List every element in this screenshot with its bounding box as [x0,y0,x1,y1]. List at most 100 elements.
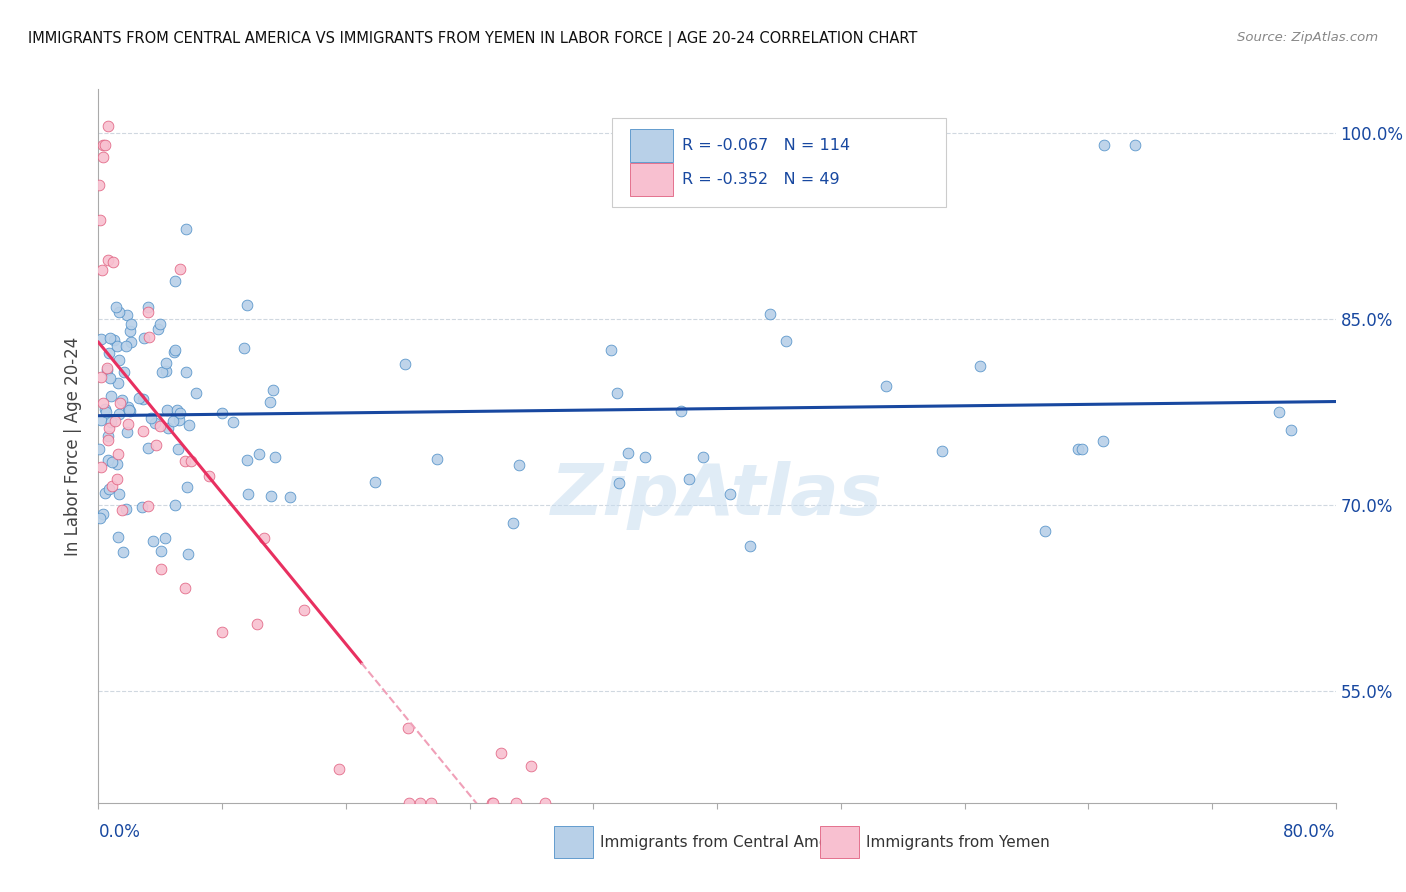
Point [167,442,190,456]
Point [118,324,141,338]
Point [120,317,142,331]
Point [132,392,155,406]
Point [169,406,191,420]
Point [233,342,256,356]
Point [141,411,163,425]
Point [153,531,176,545]
Point [100,455,122,469]
Point [93,138,115,153]
Point [132,424,155,438]
FancyBboxPatch shape [554,826,593,858]
Point [505,796,527,810]
Point [253,531,276,545]
Point [111,392,134,407]
Point [90,370,112,384]
Point [101,478,124,492]
Point [91,263,114,277]
Point [166,403,188,417]
Point [875,379,897,393]
Point [1268,404,1291,418]
Point [91,507,114,521]
Text: 80.0%: 80.0% [1284,822,1336,840]
Point [146,322,169,336]
Point [775,334,797,349]
Point [165,343,187,357]
Text: Source: ZipAtlas.com: Source: ZipAtlas.com [1237,31,1378,45]
Point [100,389,122,403]
Point [599,343,621,358]
Point [149,419,172,434]
Point [91,138,114,153]
Point [177,548,200,562]
Text: 0.0%: 0.0% [98,822,141,840]
Point [112,365,135,379]
Point [104,414,127,428]
Point [534,796,557,810]
Point [211,406,233,420]
Point [502,516,524,530]
Point [678,472,700,486]
Point [117,400,139,414]
Point [136,305,159,319]
Point [97,429,120,443]
Point [98,482,121,496]
Point [426,452,449,467]
Point [97,433,120,447]
Point [634,450,657,465]
Point [128,391,150,405]
Point [107,447,129,461]
Point [89,511,111,525]
Point [107,376,129,391]
Point [97,120,120,134]
Point [260,489,283,503]
Point [89,178,111,192]
Point [100,416,122,430]
Point [186,386,208,401]
FancyBboxPatch shape [630,163,672,196]
Point [508,458,530,473]
Text: ZipAtlas: ZipAtlas [551,461,883,531]
Point [98,371,121,385]
Point [409,796,432,810]
Point [115,339,138,353]
Point [162,414,184,428]
Point [98,421,121,435]
Point [1092,434,1115,448]
Point [278,490,301,504]
Point [105,457,128,471]
Point [93,486,115,500]
Point [394,357,416,371]
Point [1033,524,1056,539]
Point [396,722,419,736]
Point [105,300,128,314]
Point [222,415,245,429]
Point [174,365,197,379]
Point [107,472,129,486]
Point [163,345,186,359]
Point [364,475,387,489]
Point [134,330,156,344]
Point [111,502,134,516]
Text: R = -0.352   N = 49: R = -0.352 N = 49 [682,172,839,187]
Point [481,796,503,810]
Point [131,500,153,514]
Point [97,346,120,360]
Point [103,333,125,347]
Point [91,151,114,165]
Point [96,363,118,377]
Point [398,796,420,810]
Point [606,386,628,401]
Point [197,469,219,483]
Point [1067,442,1090,457]
Point [108,305,131,319]
Point [247,447,270,461]
Point [108,352,131,367]
Point [236,453,259,467]
Point [759,307,782,321]
Point [89,212,111,227]
Point [482,796,505,810]
Y-axis label: In Labor Force | Age 20-24: In Labor Force | Age 20-24 [65,336,83,556]
Point [87,442,110,456]
Point [150,543,173,558]
Point [114,502,136,516]
